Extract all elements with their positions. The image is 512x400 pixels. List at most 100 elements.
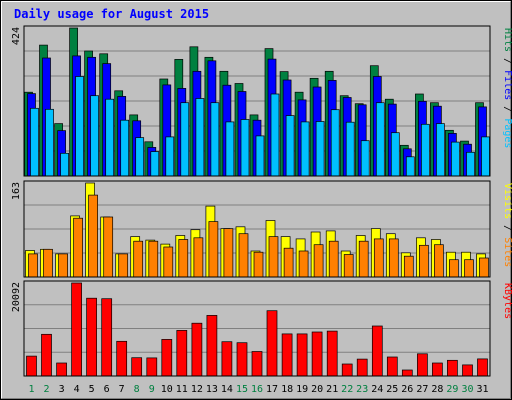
bar-kbytes-day-23 <box>356 358 368 377</box>
bar-sites-day-28 <box>434 244 444 278</box>
bar-sites-day-2 <box>43 248 53 278</box>
bar-pages-day-18 <box>285 115 295 177</box>
panel-max-label: 163 <box>11 182 22 200</box>
x-label-day-27: 27 <box>416 384 428 395</box>
x-label-day-11: 11 <box>176 384 188 395</box>
bar-sites-day-7 <box>118 253 129 278</box>
bar-kbytes-day-19 <box>296 333 308 377</box>
series-kbytes <box>26 282 488 377</box>
chart-panels: 424 Hits / Files / Pages 163 Visits / Sites… <box>11 25 512 377</box>
panel-legend: Hits / Files / Pages <box>502 28 512 148</box>
bar-sites-day-23 <box>358 240 369 278</box>
x-label-day-12: 12 <box>191 384 203 395</box>
x-label-day-24: 24 <box>371 384 383 395</box>
bar-sites-day-8 <box>133 240 144 278</box>
bar-kbytes-day-7 <box>116 340 128 377</box>
bar-kbytes-day-12 <box>191 322 203 377</box>
bar-sites-day-6 <box>103 216 114 278</box>
x-label-day-2: 2 <box>43 384 49 395</box>
legend-separator: / <box>502 52 512 70</box>
bar-pages-day-17 <box>270 93 280 177</box>
bar-sites-day-11 <box>178 239 189 278</box>
x-label-day-23: 23 <box>356 384 368 395</box>
x-label-day-30: 30 <box>461 384 473 395</box>
bar-sites-day-9 <box>148 240 159 278</box>
x-label-day-20: 20 <box>311 384 323 395</box>
bar-pages-day-31 <box>481 136 490 177</box>
bar-pages-day-27 <box>421 123 430 177</box>
legend-separator: / <box>502 100 512 118</box>
bar-pages-day-29 <box>451 141 460 177</box>
legend-separator: / <box>502 219 512 237</box>
bar-sites-day-16 <box>253 251 264 278</box>
bar-kbytes-day-24 <box>371 325 383 377</box>
bar-sites-day-10 <box>163 246 174 278</box>
bar-pages-day-4 <box>75 76 84 177</box>
bar-sites-day-20 <box>313 244 324 278</box>
x-label-day-26: 26 <box>401 384 413 395</box>
bar-sites-day-18 <box>283 247 294 278</box>
bar-kbytes-day-4 <box>71 282 82 377</box>
bar-pages-day-5 <box>90 95 99 177</box>
bar-pages-day-13 <box>210 102 220 177</box>
bar-pages-day-12 <box>195 98 205 177</box>
x-label-day-15: 15 <box>236 384 248 395</box>
bar-kbytes-day-6 <box>101 298 113 377</box>
bar-pages-day-19 <box>300 121 310 177</box>
x-label-day-29: 29 <box>446 384 458 395</box>
bar-pages-day-24 <box>375 102 385 177</box>
bar-sites-day-24 <box>373 238 384 278</box>
bar-sites-day-4 <box>73 217 83 278</box>
bar-kbytes-day-9 <box>146 357 158 377</box>
bar-kbytes-day-2 <box>41 333 52 377</box>
x-label-day-28: 28 <box>431 384 443 395</box>
legend-pages: Pages <box>502 118 512 148</box>
bar-pages-day-16 <box>255 135 265 177</box>
bar-pages-day-3 <box>60 152 69 177</box>
bar-sites-day-19 <box>298 250 309 278</box>
bar-pages-day-6 <box>105 98 115 177</box>
bar-kbytes-day-17 <box>266 310 278 377</box>
legend-visits: Visits <box>502 183 512 219</box>
bar-sites-day-5 <box>88 194 98 278</box>
bar-kbytes-day-10 <box>161 339 173 377</box>
bar-sites-day-15 <box>238 233 249 278</box>
bar-pages-day-21 <box>330 109 340 177</box>
x-label-day-3: 3 <box>59 384 65 395</box>
bar-kbytes-day-13 <box>206 315 218 377</box>
x-label-day-22: 22 <box>341 384 353 395</box>
bar-pages-day-8 <box>135 137 145 177</box>
bar-sites-day-14 <box>223 228 234 278</box>
x-label-day-14: 14 <box>221 384 233 395</box>
bar-kbytes-day-22 <box>341 363 353 377</box>
bar-kbytes-day-31 <box>477 358 488 377</box>
bar-sites-day-31 <box>479 257 489 278</box>
bar-kbytes-day-16 <box>251 351 263 377</box>
chart-title: Daily usage for August 2015 <box>14 7 209 21</box>
bar-kbytes-day-3 <box>56 362 67 377</box>
bar-kbytes-day-27 <box>417 353 428 377</box>
bar-pages-day-20 <box>315 121 325 177</box>
panel-legend: KBytes <box>502 283 512 319</box>
x-label-day-16: 16 <box>251 384 263 395</box>
bar-kbytes-day-14 <box>221 341 233 377</box>
panel-border <box>23 25 491 177</box>
x-label-day-13: 13 <box>206 384 218 395</box>
x-label-day-5: 5 <box>89 384 95 395</box>
bar-kbytes-day-8 <box>131 357 143 377</box>
bar-sites-day-17 <box>268 236 279 278</box>
bar-kbytes-day-29 <box>447 359 458 377</box>
bar-kbytes-day-5 <box>86 297 97 377</box>
x-label-day-21: 21 <box>326 384 338 395</box>
series-sites <box>28 194 489 278</box>
x-label-day-9: 9 <box>149 384 155 395</box>
bar-sites-day-13 <box>208 221 219 278</box>
panel-max-label: 20092 <box>11 282 22 312</box>
panel-legend: Visits / Sites <box>502 183 512 267</box>
bar-sites-day-27 <box>419 244 429 278</box>
bar-pages-day-26 <box>405 156 415 177</box>
bar-pages-day-15 <box>240 119 250 177</box>
bar-kbytes-day-11 <box>176 330 188 377</box>
x-label-day-4: 4 <box>74 384 80 395</box>
